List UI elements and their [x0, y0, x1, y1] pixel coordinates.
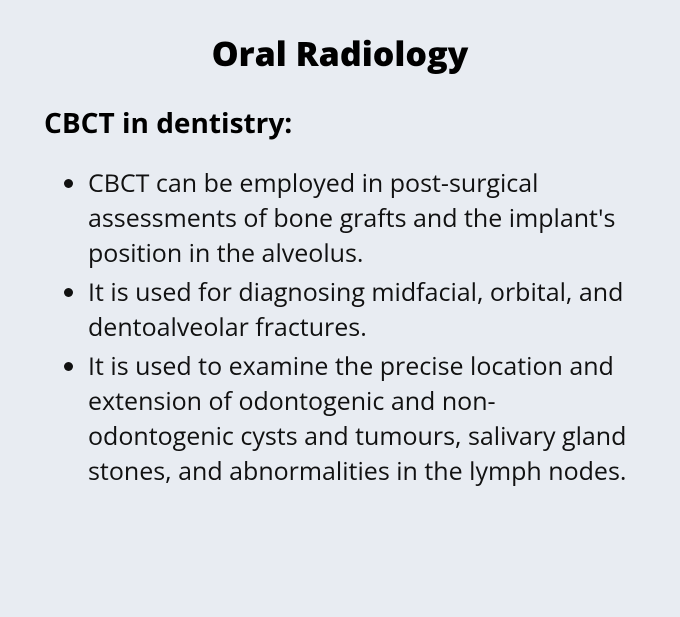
list-item: It is used for diagnosing midfacial, orb…: [88, 275, 640, 345]
bullet-list: CBCT can be employed in post-surgical as…: [40, 166, 640, 489]
page-title: Oral Radiology: [40, 30, 640, 76]
list-item: CBCT can be employed in post-surgical as…: [88, 166, 640, 271]
list-item: It is used to examine the precise locati…: [88, 349, 640, 489]
section-subtitle: CBCT in dentistry:: [40, 104, 640, 142]
